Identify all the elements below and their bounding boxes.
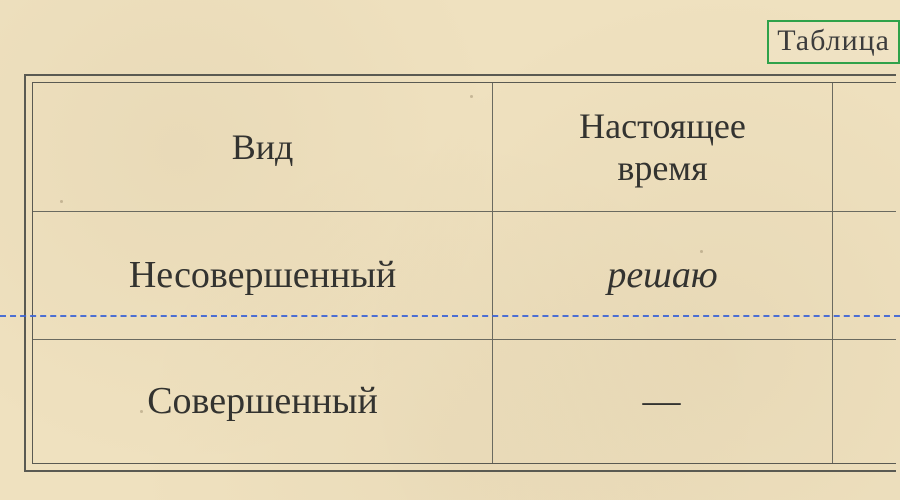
cell-present-perfective: — <box>493 339 833 463</box>
table-caption-text: Таблица <box>777 24 890 57</box>
paper-speckle <box>700 250 703 253</box>
cell-text: Совершенный <box>147 379 378 423</box>
col-header-cutoff <box>833 83 896 211</box>
table-row: Несовершенный решаю <box>33 211 896 340</box>
table-header-row: Вид Настоящее время <box>33 83 896 212</box>
col-header-present: Настоящее время <box>493 83 833 211</box>
col-header-present-text: Настоящее время <box>579 105 746 190</box>
cell-text: — <box>643 379 683 423</box>
cell-text: решаю <box>607 253 717 297</box>
paper-speckle <box>470 95 473 98</box>
blue-guide-line <box>0 315 900 317</box>
table-inner-frame: Вид Настоящее время Несовершенный решаю <box>32 82 896 464</box>
col-header-aspect-text: Вид <box>232 126 294 168</box>
cell-aspect-perfective: Совершенный <box>33 339 493 463</box>
scanned-page: Таблица Вид Настоящее время Несовершенны… <box>0 0 900 500</box>
table-outer-frame: Вид Настоящее время Несовершенный решаю <box>24 74 896 472</box>
cell-text: Несовершенный <box>129 253 396 297</box>
table-caption-box: Таблица <box>767 20 900 64</box>
cell-cutoff <box>833 339 896 463</box>
col-header-aspect: Вид <box>33 83 493 211</box>
cell-aspect-imperfective: Несовершенный <box>33 211 493 339</box>
paper-speckle <box>60 200 63 203</box>
paper-speckle <box>140 410 143 413</box>
cell-present-imperfective: решаю <box>493 211 833 339</box>
table-row: Совершенный — <box>33 339 896 463</box>
cell-cutoff <box>833 211 896 339</box>
